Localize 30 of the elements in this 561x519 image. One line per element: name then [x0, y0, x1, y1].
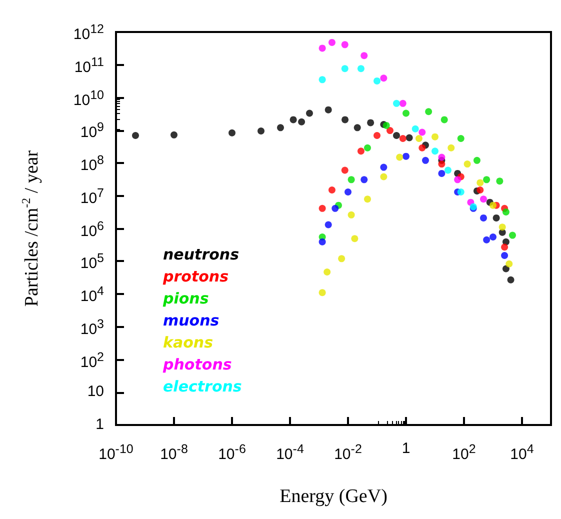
text: muons — [163, 312, 220, 330]
x-tick-label: 10$^{-8}$ — [160, 441, 188, 464]
x-tick-label: 10$^{-2}$ — [334, 441, 362, 464]
text: electrons — [163, 378, 242, 396]
y-tick-label: 10$^{4}$ — [80, 283, 104, 306]
y-tick-label: 10$^{11}$ — [74, 54, 104, 77]
x-tick-label: 10$^{-6}$ — [218, 441, 246, 464]
y-tick-label: 10$^{10}$ — [73, 86, 104, 110]
y-tick-label: 10 — [87, 383, 104, 402]
y-tick-label: 10$^{3}$ — [80, 316, 104, 339]
y-tick-label: 10$^{5}$ — [80, 250, 104, 274]
x-tick-label: 10$^{4}$ — [510, 441, 534, 464]
text: kaons — [163, 334, 214, 352]
text: protons — [162, 268, 229, 286]
y-tick-label: 10$^{12}$ — [73, 21, 104, 44]
y-tick-label: 1 — [96, 416, 104, 434]
y-axis-title: Particles /cm-2 / year — [19, 150, 42, 307]
text: neutrons — [163, 246, 240, 264]
y-tick-label: 10$^{7}$ — [80, 184, 104, 208]
y-tick-label: 10$^{6}$ — [80, 218, 104, 240]
y-tick-label: 10$^{2}$ — [80, 348, 104, 372]
y-tick-label: 10$^{9}$ — [80, 119, 104, 142]
x-tick-label: 10$^{2}$ — [452, 441, 476, 464]
x-tick-label: 10$^{-4}$ — [276, 441, 304, 464]
text: photons — [162, 356, 232, 374]
y-tick-label: 10$^{8}$ — [80, 152, 104, 175]
x-tick-label: 10$^{-10}$ — [98, 441, 134, 464]
x-tick-label: 1 — [402, 440, 410, 458]
x-axis-title: Energy (GeV) — [280, 486, 388, 507]
text: pions — [162, 290, 209, 308]
